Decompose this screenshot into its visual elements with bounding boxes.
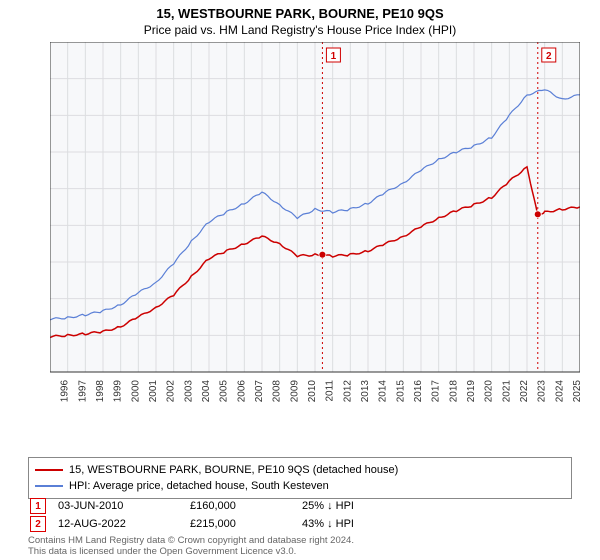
svg-text:2003: 2003 bbox=[183, 380, 194, 403]
svg-text:2021: 2021 bbox=[501, 380, 512, 403]
event-delta: 25% ↓ HPI bbox=[302, 500, 402, 512]
event-price: £160,000 bbox=[190, 500, 290, 512]
svg-text:2017: 2017 bbox=[431, 380, 442, 403]
chart-title: 15, WESTBOURNE PARK, BOURNE, PE10 9QS bbox=[0, 0, 600, 21]
svg-text:2014: 2014 bbox=[378, 380, 389, 403]
footer-line: This data is licensed under the Open Gov… bbox=[28, 547, 354, 558]
svg-text:2010: 2010 bbox=[307, 380, 318, 403]
legend-swatch bbox=[35, 469, 63, 471]
footer-attribution: Contains HM Land Registry data © Crown c… bbox=[28, 536, 354, 558]
svg-text:2005: 2005 bbox=[219, 380, 230, 403]
svg-text:2020: 2020 bbox=[484, 380, 495, 403]
sale-event-row: 1 03-JUN-2010 £160,000 25% ↓ HPI bbox=[28, 497, 572, 515]
svg-text:2009: 2009 bbox=[289, 380, 300, 403]
svg-text:1: 1 bbox=[331, 51, 337, 62]
event-delta: 43% ↓ HPI bbox=[302, 518, 402, 530]
svg-text:1998: 1998 bbox=[95, 380, 106, 403]
svg-text:2015: 2015 bbox=[395, 380, 406, 403]
chart-plot-area: £0£50K£100K£150K£200K£250K£300K£350K£400… bbox=[50, 42, 580, 412]
event-date: 03-JUN-2010 bbox=[58, 500, 178, 512]
svg-text:2022: 2022 bbox=[519, 380, 530, 403]
svg-text:2002: 2002 bbox=[166, 380, 177, 403]
svg-text:2019: 2019 bbox=[466, 380, 477, 403]
chart-svg: £0£50K£100K£150K£200K£250K£300K£350K£400… bbox=[50, 42, 580, 412]
event-price: £215,000 bbox=[190, 518, 290, 530]
event-marker-icon: 1 bbox=[30, 498, 46, 514]
svg-text:2007: 2007 bbox=[254, 380, 265, 403]
svg-text:2023: 2023 bbox=[537, 380, 548, 403]
svg-text:2008: 2008 bbox=[272, 380, 283, 403]
svg-text:2000: 2000 bbox=[130, 380, 141, 403]
svg-text:1996: 1996 bbox=[60, 380, 71, 403]
legend-item-hpi: HPI: Average price, detached house, Sout… bbox=[35, 478, 565, 494]
legend-swatch bbox=[35, 485, 63, 487]
sale-event-row: 2 12-AUG-2022 £215,000 43% ↓ HPI bbox=[28, 515, 572, 533]
svg-text:2012: 2012 bbox=[342, 380, 353, 403]
legend: 15, WESTBOURNE PARK, BOURNE, PE10 9QS (d… bbox=[28, 457, 572, 499]
svg-text:1995: 1995 bbox=[50, 380, 53, 403]
svg-text:2: 2 bbox=[546, 51, 552, 62]
chart-container: 15, WESTBOURNE PARK, BOURNE, PE10 9QS Pr… bbox=[0, 0, 600, 560]
svg-text:2018: 2018 bbox=[448, 380, 459, 403]
legend-item-property: 15, WESTBOURNE PARK, BOURNE, PE10 9QS (d… bbox=[35, 462, 565, 478]
svg-text:2016: 2016 bbox=[413, 380, 424, 403]
event-date: 12-AUG-2022 bbox=[58, 518, 178, 530]
legend-label: 15, WESTBOURNE PARK, BOURNE, PE10 9QS (d… bbox=[69, 464, 398, 476]
svg-text:1997: 1997 bbox=[77, 380, 88, 403]
svg-text:2004: 2004 bbox=[201, 380, 212, 403]
svg-text:2011: 2011 bbox=[325, 380, 336, 402]
svg-text:2013: 2013 bbox=[360, 380, 371, 403]
legend-label: HPI: Average price, detached house, Sout… bbox=[69, 480, 329, 492]
svg-text:1999: 1999 bbox=[113, 380, 124, 403]
svg-text:2001: 2001 bbox=[148, 380, 159, 403]
svg-text:2006: 2006 bbox=[236, 380, 247, 403]
event-marker-icon: 2 bbox=[30, 516, 46, 532]
sale-events-table: 1 03-JUN-2010 £160,000 25% ↓ HPI 2 12-AU… bbox=[28, 497, 572, 533]
svg-text:2024: 2024 bbox=[554, 380, 565, 403]
svg-text:2025: 2025 bbox=[572, 380, 580, 403]
chart-subtitle: Price paid vs. HM Land Registry's House … bbox=[0, 21, 600, 41]
